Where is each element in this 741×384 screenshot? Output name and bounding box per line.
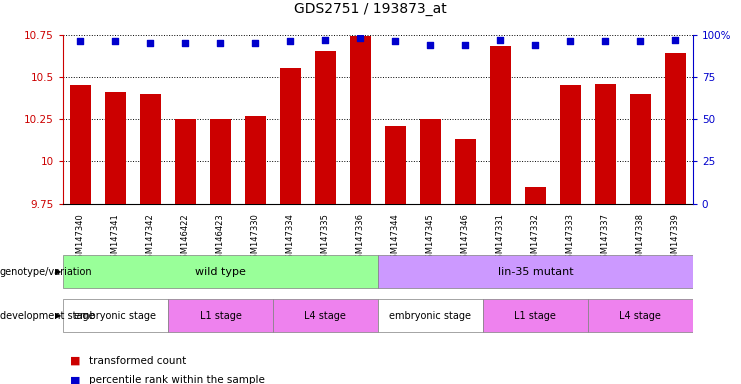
Point [565,38,576,45]
Point [354,35,366,41]
Text: development stage: development stage [0,311,95,321]
Bar [63,255,378,288]
Bar [168,300,273,332]
Text: ■: ■ [70,375,81,384]
Text: wild type: wild type [195,266,246,277]
Text: transformed count: transformed count [89,356,186,366]
Bar [105,92,126,204]
Text: genotype/variation: genotype/variation [0,266,93,277]
Text: percentile rank within the sample: percentile rank within the sample [89,375,265,384]
Text: L1 stage: L1 stage [514,311,556,321]
Bar [315,51,336,204]
Bar [273,300,378,332]
Bar [280,68,301,204]
Text: ▶: ▶ [55,311,61,320]
Point [144,40,156,46]
Point [459,41,471,48]
Point [634,38,646,45]
Point [319,36,331,43]
Bar [378,255,693,288]
Text: ■: ■ [70,356,81,366]
Bar [560,85,581,204]
Text: embryonic stage: embryonic stage [75,311,156,321]
Bar [350,36,371,204]
Bar [63,300,168,332]
Text: GDS2751 / 193873_at: GDS2751 / 193873_at [294,2,447,16]
Bar [140,94,161,204]
Bar [455,139,476,204]
Point [75,38,87,45]
Text: embryonic stage: embryonic stage [390,311,471,321]
Point [599,38,611,45]
Point [390,38,402,45]
Point [669,36,681,43]
Point [110,38,122,45]
Bar [483,300,588,332]
Bar [490,46,511,204]
Text: L1 stage: L1 stage [199,311,242,321]
Text: lin-35 mutant: lin-35 mutant [497,266,574,277]
Point [285,38,296,45]
Bar [665,53,686,204]
Bar [245,116,266,204]
Bar [525,187,546,204]
Bar [420,119,441,204]
Text: L4 stage: L4 stage [619,311,661,321]
Bar [175,119,196,204]
Bar [588,300,693,332]
Point [179,40,191,46]
Point [494,36,506,43]
Text: L4 stage: L4 stage [305,311,346,321]
Bar [385,126,406,204]
Bar [595,84,616,204]
Bar [210,119,231,204]
Point [250,40,262,46]
Bar [630,94,651,204]
Point [215,40,227,46]
Bar [378,300,483,332]
Point [425,41,436,48]
Point [529,41,541,48]
Text: ▶: ▶ [55,267,61,276]
Bar [70,85,91,204]
